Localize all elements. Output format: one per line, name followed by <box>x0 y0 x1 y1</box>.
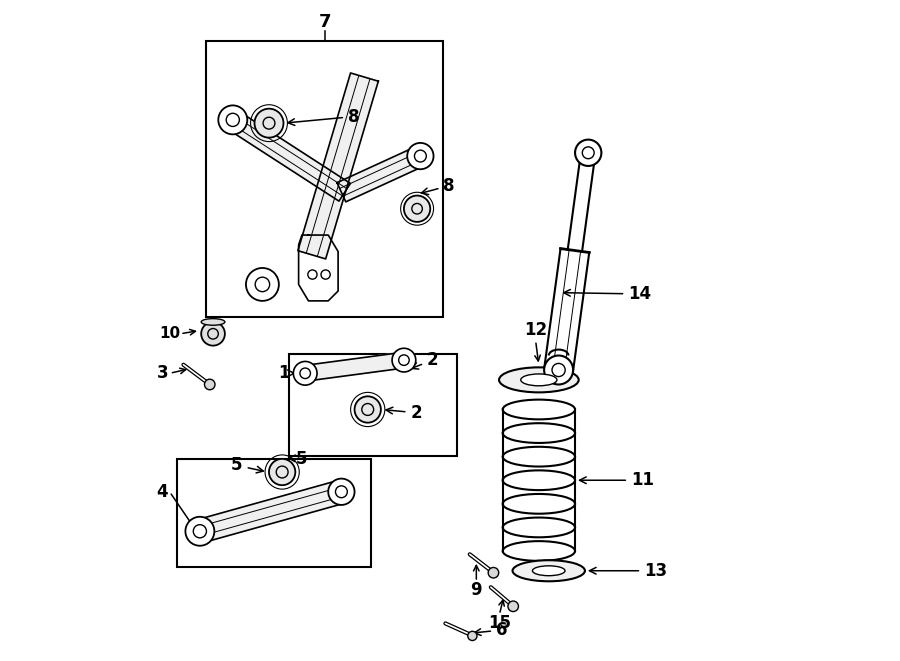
Text: 15: 15 <box>488 615 511 633</box>
Text: 1: 1 <box>279 364 295 382</box>
Circle shape <box>404 196 430 222</box>
Text: 5: 5 <box>289 450 307 468</box>
Bar <box>206 41 444 317</box>
Ellipse shape <box>512 561 585 581</box>
Circle shape <box>392 348 416 372</box>
Text: 13: 13 <box>590 562 667 580</box>
Polygon shape <box>337 147 425 202</box>
Polygon shape <box>227 111 350 201</box>
Circle shape <box>219 105 248 134</box>
Circle shape <box>508 601 518 611</box>
Circle shape <box>328 479 355 505</box>
Bar <box>176 459 371 567</box>
Ellipse shape <box>533 566 565 576</box>
Circle shape <box>246 268 279 301</box>
Ellipse shape <box>202 319 225 325</box>
Circle shape <box>575 139 601 166</box>
Circle shape <box>185 517 214 546</box>
Circle shape <box>407 143 434 169</box>
Ellipse shape <box>521 374 557 386</box>
Circle shape <box>202 322 225 346</box>
Circle shape <box>468 631 477 641</box>
Circle shape <box>488 567 499 578</box>
Circle shape <box>204 379 215 390</box>
Text: 9: 9 <box>471 582 482 600</box>
Circle shape <box>293 362 317 385</box>
Ellipse shape <box>499 368 579 393</box>
Circle shape <box>544 356 573 385</box>
Text: 3: 3 <box>157 364 168 382</box>
Text: 8: 8 <box>288 108 359 126</box>
Text: 11: 11 <box>580 471 654 489</box>
Polygon shape <box>197 481 345 543</box>
Text: 7: 7 <box>319 13 331 32</box>
Text: 14: 14 <box>563 285 652 303</box>
Text: 5: 5 <box>231 457 264 475</box>
Text: 4: 4 <box>157 483 168 501</box>
Text: 2: 2 <box>386 404 422 422</box>
Circle shape <box>355 397 381 422</box>
Circle shape <box>255 108 284 137</box>
Circle shape <box>269 459 295 485</box>
Bar <box>289 354 456 455</box>
Polygon shape <box>298 73 378 259</box>
Polygon shape <box>568 152 596 251</box>
Text: 10: 10 <box>159 327 180 341</box>
Text: 12: 12 <box>524 321 547 340</box>
Text: 8: 8 <box>421 176 454 195</box>
Polygon shape <box>304 352 405 381</box>
Polygon shape <box>544 249 590 372</box>
Text: 2: 2 <box>411 351 438 369</box>
Text: 6: 6 <box>474 621 508 639</box>
